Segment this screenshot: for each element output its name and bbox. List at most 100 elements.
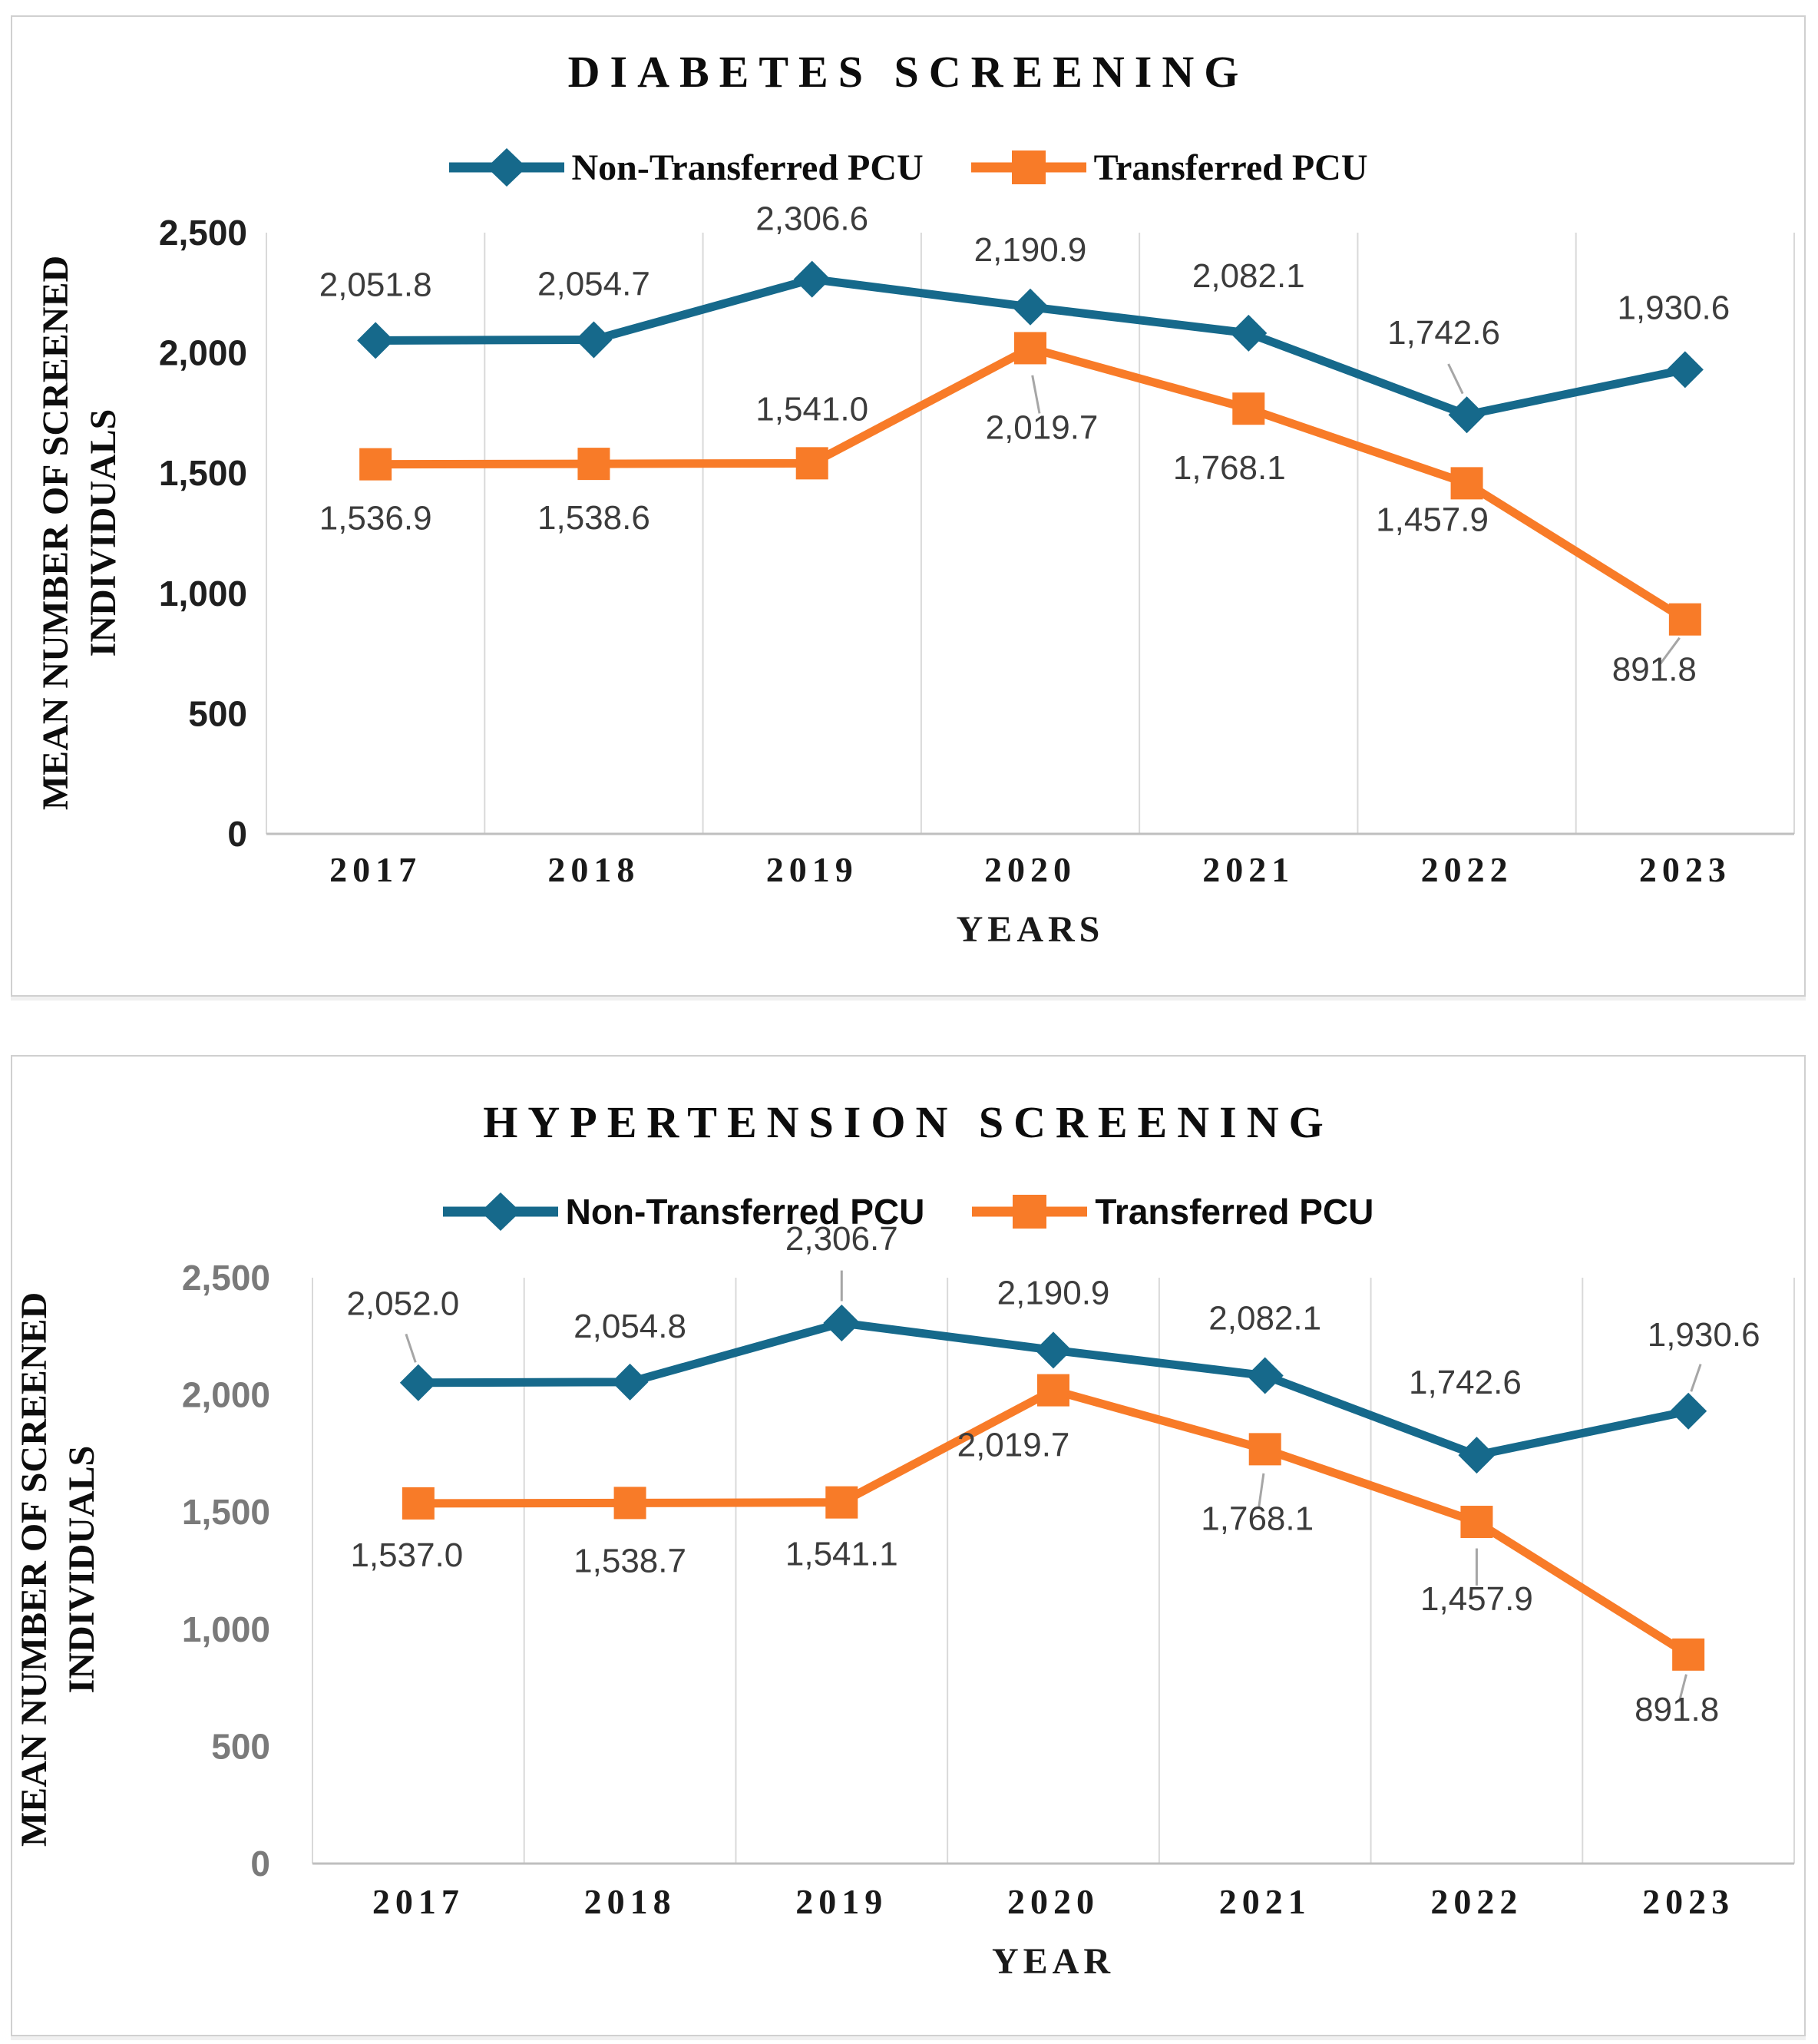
svg-text:2020: 2020 (984, 850, 1076, 889)
svg-text:2,052.0: 2,052.0 (346, 1285, 459, 1323)
svg-text:1,500: 1,500 (159, 453, 247, 493)
svg-text:1,930.6: 1,930.6 (1648, 1316, 1760, 1354)
x-axis-ticks: 2017 2018 2019 2020 2021 2022 2023 (372, 1882, 1734, 1921)
diamond-marker-icon (823, 1304, 861, 1341)
svg-text:2,054.7: 2,054.7 (537, 265, 650, 303)
series-markers (399, 1304, 1707, 1474)
square-marker-icon (359, 448, 392, 481)
svg-text:2,000: 2,000 (159, 333, 247, 373)
square-marker-icon (577, 448, 610, 481)
line-square-icon (970, 150, 1086, 184)
diamond-marker-icon (1012, 288, 1049, 326)
svg-text:0: 0 (250, 1844, 270, 1884)
square-marker-icon (1014, 332, 1046, 365)
gridlines (312, 1278, 1795, 1864)
square-marker-icon (1672, 1638, 1705, 1671)
diamond-marker-icon (399, 1364, 437, 1401)
svg-text:1,500: 1,500 (182, 1492, 270, 1532)
y-axis-title: INDIVIDUALS (61, 1446, 102, 1694)
y-axis-title: MEAN NUMBER OF SCREENED (14, 1292, 55, 1847)
svg-text:2018: 2018 (547, 850, 640, 889)
square-marker-icon (1668, 603, 1701, 636)
hypertension-chart-panel: HYPERTENSION SCREENING Non-Transferred P… (11, 1055, 1806, 2036)
svg-text:1,930.6: 1,930.6 (1617, 289, 1730, 326)
data-labels: 1,536.9 1,538.6 1,541.0 2,019.7 1,768.1 1,457… (319, 390, 1697, 688)
x-axis-title: YEAR (992, 1941, 1115, 1982)
diamond-marker-icon (1448, 396, 1486, 434)
svg-text:2,082.1: 2,082.1 (1208, 1300, 1321, 1338)
diamond-marker-icon (1035, 1331, 1072, 1369)
legend: Non-Transferred PCU Transferred PCU (12, 144, 1804, 190)
svg-text:500: 500 (211, 1726, 270, 1766)
svg-text:1,000: 1,000 (159, 574, 247, 614)
leader-lines (405, 1270, 1702, 1392)
svg-text:500: 500 (188, 693, 247, 733)
svg-text:2,000: 2,000 (182, 1375, 270, 1415)
diamond-marker-icon (575, 321, 613, 359)
legend-label: Non-Transferred PCU (571, 147, 924, 188)
leader-lines (1031, 375, 1681, 665)
square-marker-icon (613, 1487, 646, 1520)
x-axis-title: YEARS (957, 909, 1105, 950)
data-labels: 2,052.0 2,054.8 2,306.7 2,190.9 2,082.1 1,742… (346, 1220, 1760, 1401)
svg-text:891.8: 891.8 (1635, 1691, 1719, 1728)
diamond-marker-icon (793, 260, 831, 298)
svg-text:2019: 2019 (795, 1882, 888, 1921)
svg-text:2,500: 2,500 (159, 213, 247, 253)
legend-label: Non-Transferred PCU (565, 1192, 925, 1232)
legend-item-non-transferred-pcu: Non-Transferred PCU (442, 1189, 925, 1235)
data-labels: 1,537.0 1,538.7 1,541.1 2,019.7 1,768.1 1,457… (350, 1427, 1719, 1728)
square-marker-icon (1460, 1506, 1493, 1539)
svg-text:2019: 2019 (766, 850, 858, 889)
svg-text:2017: 2017 (329, 850, 421, 889)
svg-text:2,500: 2,500 (182, 1258, 270, 1298)
svg-text:2022: 2022 (1421, 850, 1513, 889)
y-axis-ticks: 0 500 1,000 1,500 2,000 2,500 (182, 1258, 270, 1884)
svg-text:2,190.9: 2,190.9 (974, 231, 1087, 269)
svg-text:2,054.8: 2,054.8 (573, 1308, 686, 1345)
leader-lines (1447, 363, 1464, 395)
line-diamond-icon (442, 1192, 558, 1231)
y-axis-title: INDIVIDUALS (83, 409, 124, 657)
square-marker-icon (1248, 1433, 1281, 1466)
legend-label: Transferred PCU (1095, 1192, 1374, 1232)
svg-text:1,768.1: 1,768.1 (1201, 1500, 1314, 1537)
svg-text:2018: 2018 (584, 1882, 676, 1921)
square-marker-icon (402, 1487, 435, 1520)
svg-text:2,190.9: 2,190.9 (997, 1274, 1110, 1311)
y-axis-title: MEAN NUMBER OF SCREENED (35, 256, 76, 810)
plot-area: 0 500 1,000 1,500 2,000 2,500 2017 2018 2019 2020… (35, 200, 1795, 950)
svg-text:2,082.1: 2,082.1 (1192, 257, 1305, 295)
legend-item-non-transferred-pcu: Non-Transferred PCU (448, 144, 924, 190)
diamond-marker-icon (1246, 1357, 1284, 1394)
x-axis-ticks: 2017 2018 2019 2020 2021 2022 2023 (329, 850, 1731, 889)
square-marker-icon (795, 447, 828, 480)
svg-text:2,051.8: 2,051.8 (319, 266, 432, 303)
square-marker-icon (1450, 467, 1483, 500)
leader-lines (1258, 1473, 1687, 1703)
diamond-marker-icon (1670, 1392, 1707, 1430)
legend-item-transferred-pcu: Transferred PCU (970, 144, 1368, 190)
plot-area: 0 500 1,000 1,500 2,000 2,500 2017 2018 2019 2020… (14, 1220, 1795, 1982)
svg-text:1,537.0: 1,537.0 (350, 1536, 463, 1574)
y-axis-ticks: 0 500 1,000 1,500 2,000 2,500 (159, 213, 247, 854)
svg-text:1,742.6: 1,742.6 (1387, 314, 1500, 352)
legend-item-transferred-pcu: Transferred PCU (972, 1189, 1373, 1235)
legend-label: Transferred PCU (1093, 147, 1368, 188)
svg-text:1,742.6: 1,742.6 (1409, 1364, 1522, 1401)
svg-text:1,538.7: 1,538.7 (573, 1542, 686, 1579)
svg-text:2023: 2023 (1642, 1882, 1734, 1921)
series-markers (357, 260, 1704, 434)
svg-text:1,538.6: 1,538.6 (537, 499, 650, 537)
series-markers (359, 332, 1701, 636)
svg-text:2017: 2017 (372, 1882, 464, 1921)
gridlines (266, 233, 1795, 834)
svg-text:2,019.7: 2,019.7 (957, 1427, 1070, 1464)
svg-text:2,306.6: 2,306.6 (755, 200, 868, 238)
svg-text:2023: 2023 (1639, 850, 1731, 889)
svg-text:2021: 2021 (1202, 850, 1294, 889)
legend: Non-Transferred PCU Transferred PCU (12, 1189, 1804, 1235)
diamond-marker-icon (1230, 314, 1268, 352)
diamond-marker-icon (357, 322, 395, 359)
svg-text:1,768.1: 1,768.1 (1173, 449, 1286, 487)
